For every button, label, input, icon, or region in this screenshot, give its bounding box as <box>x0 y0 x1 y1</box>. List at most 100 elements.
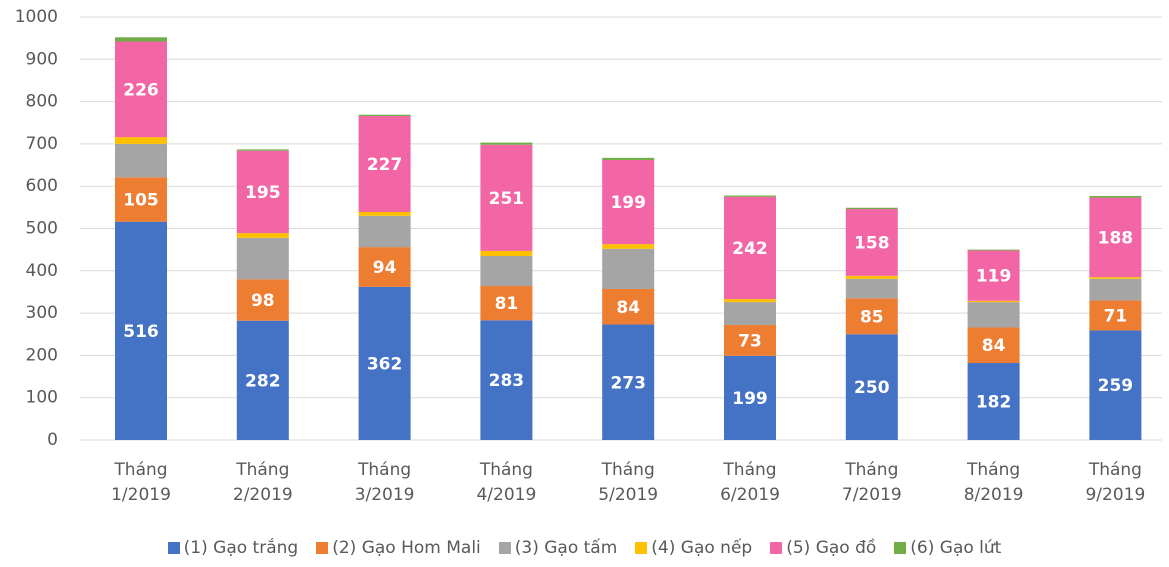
y-tick-label: 100 <box>26 388 58 408</box>
data-label: 199 <box>732 389 768 409</box>
data-label: 84 <box>616 298 640 318</box>
bar-segment <box>845 275 898 279</box>
bar-segment <box>236 320 289 440</box>
bar-segment <box>480 142 533 145</box>
bar-segment <box>967 327 1020 364</box>
x-tick-label: Tháng 8/2019 <box>963 460 1024 505</box>
bar-segment <box>967 363 1020 440</box>
data-label: 105 <box>123 191 159 211</box>
bar-segment <box>236 149 289 151</box>
y-tick-label: 900 <box>26 49 58 69</box>
bar-segment <box>602 288 655 325</box>
bar-segment <box>115 143 167 178</box>
data-label: 188 <box>1098 228 1134 248</box>
bar-segment <box>1089 278 1142 301</box>
legend-label: (6) Gạo lứt <box>910 538 1002 558</box>
bar-segment <box>845 278 898 299</box>
y-tick-label: 600 <box>26 176 58 196</box>
legend-swatch <box>770 542 783 554</box>
bar-segment <box>967 250 1020 301</box>
bar-segment <box>967 300 1020 303</box>
legend-label: (4) Gạo nếp <box>651 538 753 558</box>
x-tick-label: Tháng 7/2019 <box>841 460 902 505</box>
bar-segment <box>480 255 533 287</box>
bar-segment <box>358 115 411 213</box>
bar-segment <box>602 159 655 245</box>
legend-label: (5) Gạo đồ <box>786 538 877 558</box>
data-label: 199 <box>610 193 646 213</box>
bar-segment <box>115 221 167 440</box>
legend-swatch <box>894 542 907 554</box>
data-label: 85 <box>860 307 884 327</box>
data-label: 227 <box>367 155 403 175</box>
data-label: 283 <box>489 371 525 391</box>
y-tick-label: 200 <box>26 345 58 365</box>
data-label: 94 <box>373 258 397 278</box>
data-label: 516 <box>123 322 159 342</box>
x-tick-label: Tháng 3/2019 <box>354 460 415 505</box>
bar-segment <box>358 114 411 116</box>
data-label: 362 <box>367 354 403 374</box>
data-label: 242 <box>732 239 768 259</box>
data-label: 98 <box>251 291 275 311</box>
bar-segment <box>845 209 898 276</box>
bar-segment <box>967 302 1020 328</box>
x-tick-label: Tháng 6/2019 <box>720 460 780 505</box>
y-tick-label: 400 <box>26 261 58 281</box>
data-label: 81 <box>495 294 519 314</box>
data-label: 250 <box>854 378 890 398</box>
bar-segment <box>358 215 411 248</box>
bar-segment <box>724 302 776 325</box>
data-label: 195 <box>245 183 281 203</box>
bar-segment <box>967 249 1020 251</box>
y-tick-label: 1000 <box>15 7 58 27</box>
legend-swatch <box>316 542 329 554</box>
data-label: 71 <box>1104 306 1128 326</box>
bar-segment <box>480 286 533 321</box>
bar-segment <box>236 279 289 321</box>
legend-item: (1) Gạo trắng <box>167 538 298 558</box>
bar-segment <box>236 233 289 238</box>
data-label: 273 <box>610 373 646 393</box>
bar-segment <box>115 41 167 138</box>
y-tick-label: 0 <box>47 430 58 450</box>
data-label: 282 <box>245 371 281 391</box>
data-label: 259 <box>1098 376 1134 396</box>
data-label: 158 <box>854 233 890 253</box>
x-tick-label: Tháng 9/2019 <box>1085 460 1146 505</box>
bar-segment <box>115 177 167 222</box>
bar-segment <box>724 324 776 356</box>
legend: (1) Gạo trắng (2) Gạo Hom Mali (3) Gạo tấm… <box>0 538 1169 558</box>
bar-segment <box>236 150 289 234</box>
bar-segment <box>1089 197 1142 278</box>
bar-segment <box>602 157 655 160</box>
x-tick-label: Tháng 1/2019 <box>111 460 171 505</box>
x-tick-label: Tháng 5/2019 <box>598 460 659 505</box>
bar-segment <box>724 195 776 197</box>
bar-segment <box>1089 300 1142 331</box>
bar-segment <box>480 320 533 440</box>
legend-label: (2) Gạo Hom Mali <box>332 538 481 558</box>
bar-segment <box>845 298 898 335</box>
bar-segment <box>115 37 167 42</box>
bar-segment <box>602 248 655 289</box>
y-tick-label: 700 <box>26 134 58 154</box>
bar-segment <box>602 324 655 440</box>
bar-segment <box>724 196 776 300</box>
data-label: 119 <box>976 267 1012 287</box>
legend-swatch <box>635 542 648 554</box>
bar-segment <box>358 247 411 287</box>
data-label: 251 <box>489 189 525 209</box>
data-label: 73 <box>738 331 762 351</box>
bar-segment <box>480 144 533 251</box>
bar-segment <box>1089 195 1142 198</box>
bar-segment <box>480 250 533 256</box>
x-tick-label: Tháng 2/2019 <box>232 460 293 505</box>
bar-segment <box>358 212 411 216</box>
bar-segment <box>724 299 776 303</box>
legend-swatch <box>498 542 511 554</box>
bar-segment <box>236 237 289 280</box>
y-tick-label: 800 <box>26 92 58 112</box>
legend-label: (3) Gạo tấm <box>514 538 618 558</box>
